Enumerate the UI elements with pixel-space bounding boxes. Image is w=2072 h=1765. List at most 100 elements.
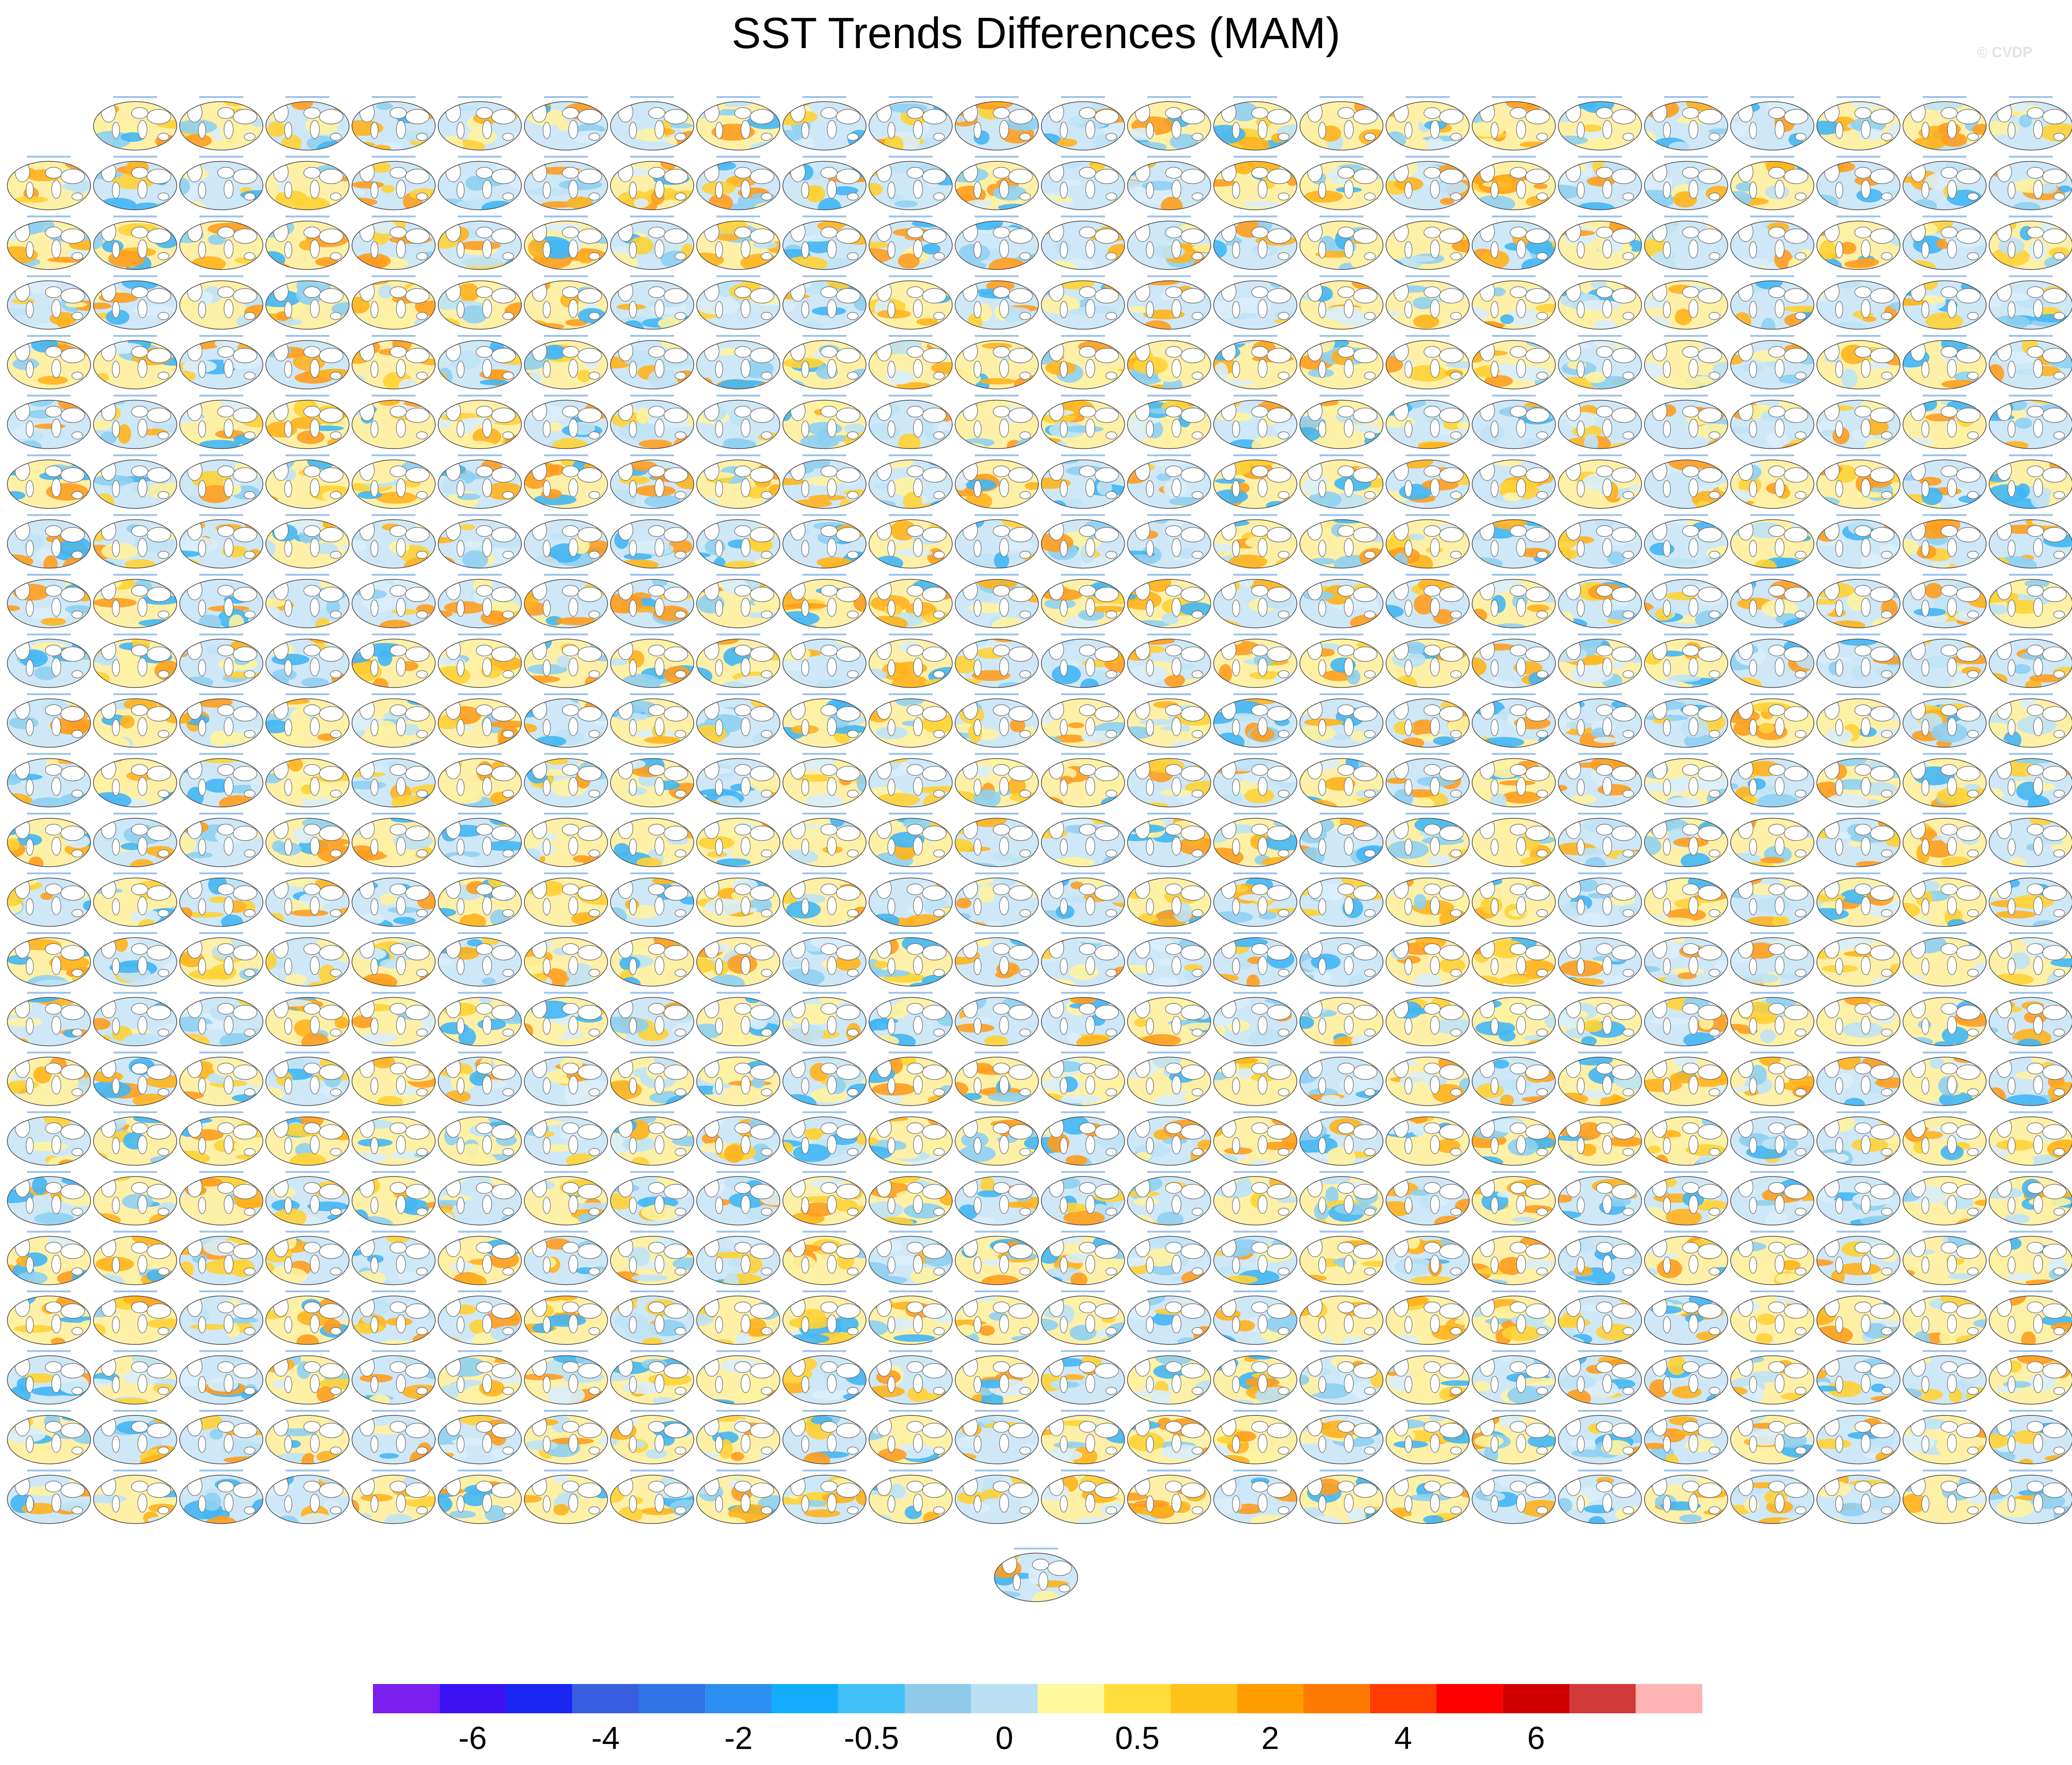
panel-caption bbox=[1750, 1469, 1794, 1472]
panel-caption bbox=[716, 1111, 761, 1113]
panel-caption bbox=[1492, 574, 1536, 576]
map-panel bbox=[782, 1111, 867, 1166]
map-panel bbox=[437, 96, 522, 151]
panel-caption bbox=[27, 932, 71, 934]
map-panel bbox=[7, 156, 91, 211]
panel-caption bbox=[27, 1171, 71, 1173]
map-panel bbox=[1558, 275, 1642, 330]
map-panel bbox=[524, 753, 608, 808]
panel-caption bbox=[1319, 1171, 1364, 1173]
panel-caption bbox=[1836, 1111, 1881, 1113]
map-panel bbox=[1816, 454, 1901, 509]
panel-caption bbox=[1750, 693, 1794, 695]
map-panel bbox=[1902, 96, 1987, 151]
map-panel bbox=[1989, 753, 2072, 808]
map-panel bbox=[696, 1171, 781, 1225]
panel-caption bbox=[458, 1171, 502, 1173]
map-panel bbox=[1902, 693, 1987, 748]
panel-caption bbox=[1061, 992, 1105, 994]
panel-caption bbox=[1233, 514, 1278, 516]
panel-caption bbox=[285, 872, 329, 874]
map-panel bbox=[782, 216, 867, 270]
panel-caption bbox=[1061, 96, 1105, 98]
map-panel bbox=[1730, 932, 1814, 987]
panel-caption bbox=[1233, 216, 1278, 217]
map-panel bbox=[1386, 932, 1470, 987]
panel-caption bbox=[1922, 1350, 1967, 1352]
colorbar-swatch bbox=[1503, 1684, 1570, 1713]
map-panel bbox=[955, 1052, 1039, 1106]
panel-caption bbox=[1233, 574, 1278, 576]
panel-caption bbox=[113, 633, 157, 636]
panel-caption bbox=[1836, 514, 1881, 516]
panel-caption bbox=[372, 1410, 416, 1412]
map-panel bbox=[1730, 1171, 1814, 1225]
map-panel bbox=[179, 1350, 264, 1405]
panel-caption bbox=[630, 872, 674, 874]
panel-caption bbox=[802, 216, 847, 217]
panel-caption bbox=[458, 454, 502, 456]
panel-caption bbox=[630, 1469, 674, 1472]
map-panel bbox=[696, 156, 781, 211]
map-panel bbox=[7, 932, 91, 987]
map-panel bbox=[955, 96, 1039, 151]
panel-caption bbox=[889, 1052, 933, 1053]
map-panel bbox=[1644, 1231, 1728, 1285]
panel-caption bbox=[1405, 1052, 1450, 1053]
map-panel bbox=[351, 932, 436, 987]
map-panel bbox=[437, 216, 522, 270]
panel-caption bbox=[1578, 813, 1622, 815]
map-panel bbox=[265, 574, 350, 628]
panel-caption bbox=[544, 335, 588, 337]
panel-caption bbox=[1147, 335, 1191, 337]
panel-caption bbox=[1233, 1052, 1278, 1053]
map-panel bbox=[782, 394, 867, 449]
panel-caption bbox=[630, 1350, 674, 1352]
map-panel bbox=[351, 394, 436, 449]
map-panel bbox=[955, 1290, 1039, 1345]
panel-caption bbox=[1664, 514, 1708, 516]
map-panel bbox=[1472, 1231, 1556, 1285]
map-panel bbox=[7, 275, 91, 330]
map-panel bbox=[93, 1350, 178, 1405]
panel-caption bbox=[1147, 96, 1191, 98]
panel-caption bbox=[285, 992, 329, 994]
map-panel bbox=[1299, 992, 1384, 1047]
panel-caption bbox=[1836, 216, 1881, 217]
map-panel bbox=[1299, 514, 1384, 569]
panel-caption bbox=[27, 992, 71, 994]
colorbar-swatch bbox=[1303, 1684, 1370, 1713]
panel-caption bbox=[1922, 216, 1967, 217]
colorbar-tick-label: -4 bbox=[591, 1720, 620, 1756]
panel-caption bbox=[27, 1111, 71, 1113]
panel-caption bbox=[630, 693, 674, 695]
map-panel bbox=[1041, 932, 1125, 987]
panel-caption bbox=[1147, 1171, 1191, 1173]
map-panel bbox=[1127, 156, 1211, 211]
map-panel bbox=[1299, 1469, 1384, 1524]
map-panel bbox=[782, 1410, 867, 1464]
panel-caption bbox=[113, 216, 157, 217]
map-panel bbox=[93, 1052, 178, 1106]
map-panel bbox=[955, 394, 1039, 449]
panel-caption bbox=[1578, 633, 1622, 636]
panel-caption bbox=[889, 932, 933, 934]
map-panel bbox=[1472, 394, 1556, 449]
panel-caption bbox=[285, 216, 329, 217]
map-panel bbox=[869, 1231, 953, 1285]
panel-caption bbox=[1405, 216, 1450, 217]
map-panel bbox=[869, 96, 953, 151]
map-panel bbox=[1902, 216, 1987, 270]
colorbar-tick-label: 4 bbox=[1394, 1720, 1412, 1756]
map-panel bbox=[782, 813, 867, 867]
panel-caption bbox=[1922, 1231, 1967, 1233]
panel-caption bbox=[1664, 275, 1708, 277]
colorbar-tick-label: 0.5 bbox=[1115, 1720, 1160, 1756]
panel-caption bbox=[113, 1111, 157, 1113]
panel-caption bbox=[1836, 1350, 1881, 1352]
panel-caption bbox=[1922, 1052, 1967, 1053]
panel-caption bbox=[458, 1111, 502, 1113]
map-panel bbox=[1472, 275, 1556, 330]
map-panel bbox=[696, 454, 781, 509]
map-panel bbox=[696, 514, 781, 569]
